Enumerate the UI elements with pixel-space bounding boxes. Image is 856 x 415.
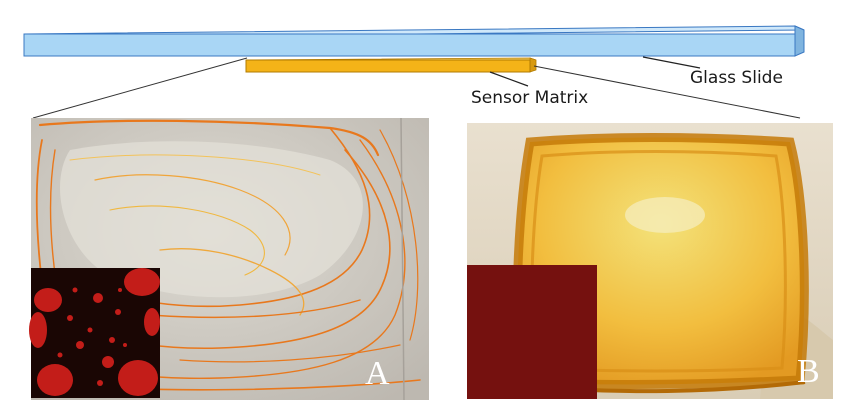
panel-b-inset <box>467 265 597 399</box>
glass-slide-label: Glass Slide <box>690 68 783 88</box>
glass-slide <box>23 25 805 57</box>
glass-slide-leader-line <box>642 56 701 69</box>
zoom-line-left <box>32 57 248 119</box>
sensor-matrix <box>245 57 537 73</box>
panel-a-letter: A <box>365 355 390 392</box>
panel-b-letter: B <box>797 353 820 390</box>
sensor-matrix-label: Sensor Matrix <box>471 88 588 108</box>
panel-a-inset <box>29 268 160 398</box>
zoom-line-right <box>533 65 801 119</box>
sensor-matrix-leader-line <box>489 71 529 87</box>
